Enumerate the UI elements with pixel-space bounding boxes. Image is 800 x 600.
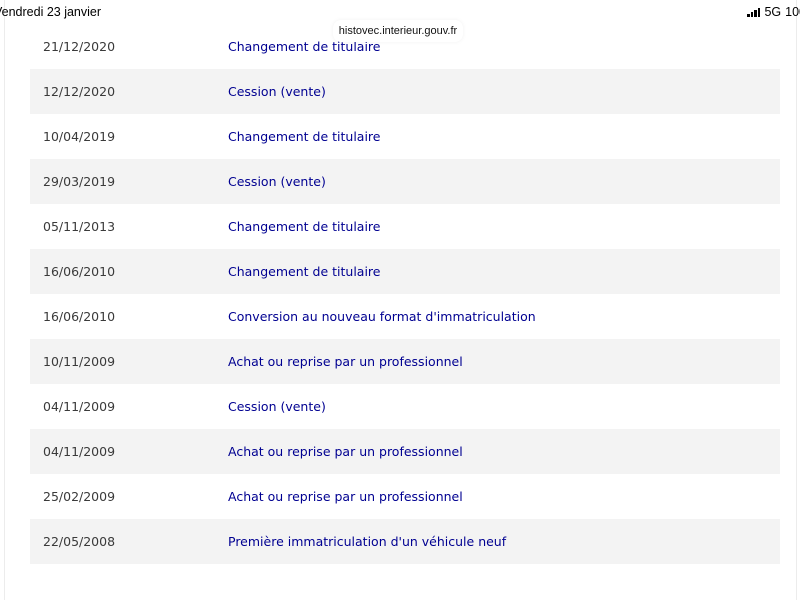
- status-bar: Vendredi 23 janvier 5G 100: [0, 5, 800, 23]
- row-event: Changement de titulaire: [228, 39, 381, 54]
- table-row: 16/06/2010 Changement de titulaire: [30, 249, 780, 294]
- row-date: 12/12/2020: [43, 84, 116, 99]
- table-row: 22/05/2008 Première immatriculation d'un …: [30, 519, 780, 564]
- table-row: 04/11/2009 Cession (vente): [30, 384, 780, 429]
- table-row: 05/11/2013 Changement de titulaire: [30, 204, 780, 249]
- battery-label: 100: [785, 5, 800, 19]
- row-date: 29/03/2019: [43, 174, 116, 189]
- row-event: Première immatriculation d'un véhicule n…: [228, 534, 507, 549]
- table-row: 29/03/2019 Cession (vente): [30, 159, 780, 204]
- row-date: 22/05/2008: [43, 534, 116, 549]
- row-date: 10/11/2009: [43, 354, 116, 369]
- signal-icon: [747, 7, 761, 17]
- row-date: 10/04/2019: [43, 129, 116, 144]
- history-table: 21/12/2020 Changement de titulaire 12/12/2…: [30, 24, 780, 564]
- table-row: 10/11/2009 Achat ou reprise par un profes…: [30, 339, 780, 384]
- row-event: Achat ou reprise par un professionnel: [228, 489, 463, 504]
- row-date: 25/02/2009: [43, 489, 116, 504]
- row-event: Changement de titulaire: [228, 129, 381, 144]
- row-date: 05/11/2013: [43, 219, 116, 234]
- row-event: Cession (vente): [228, 84, 326, 99]
- table-row: 21/12/2020 Changement de titulaire: [30, 24, 780, 69]
- row-event: Changement de titulaire: [228, 219, 381, 234]
- row-date: 04/11/2009: [43, 399, 116, 414]
- row-event: Achat ou reprise par un professionnel: [228, 354, 463, 369]
- table-row: 10/04/2019 Changement de titulaire: [30, 114, 780, 159]
- row-date: 16/06/2010: [43, 309, 116, 324]
- history-card: 21/12/2020 Changement de titulaire 12/12/2…: [4, 0, 797, 600]
- row-date: 16/06/2010: [43, 264, 116, 279]
- network-label: 5G: [764, 5, 782, 19]
- row-event: Achat ou reprise par un professionnel: [228, 444, 463, 459]
- row-event: Cession (vente): [228, 174, 326, 189]
- row-event: Cession (vente): [228, 399, 326, 414]
- table-row: 16/06/2010 Conversion au nouveau format d…: [30, 294, 780, 339]
- row-date: 04/11/2009: [43, 444, 116, 459]
- row-event: Changement de titulaire: [228, 264, 381, 279]
- status-date: Vendredi 23 janvier: [0, 5, 102, 19]
- row-event: Conversion au nouveau format d'immatricu…: [228, 309, 536, 324]
- table-row: 04/11/2009 Achat ou reprise par un profes…: [30, 429, 780, 474]
- table-row: 12/12/2020 Cession (vente): [30, 69, 780, 114]
- table-row: 25/02/2009 Achat ou reprise par un profes…: [30, 474, 780, 519]
- url-bar[interactable]: histovec.interieur.gouv.fr: [333, 20, 463, 42]
- row-date: 21/12/2020: [43, 39, 116, 54]
